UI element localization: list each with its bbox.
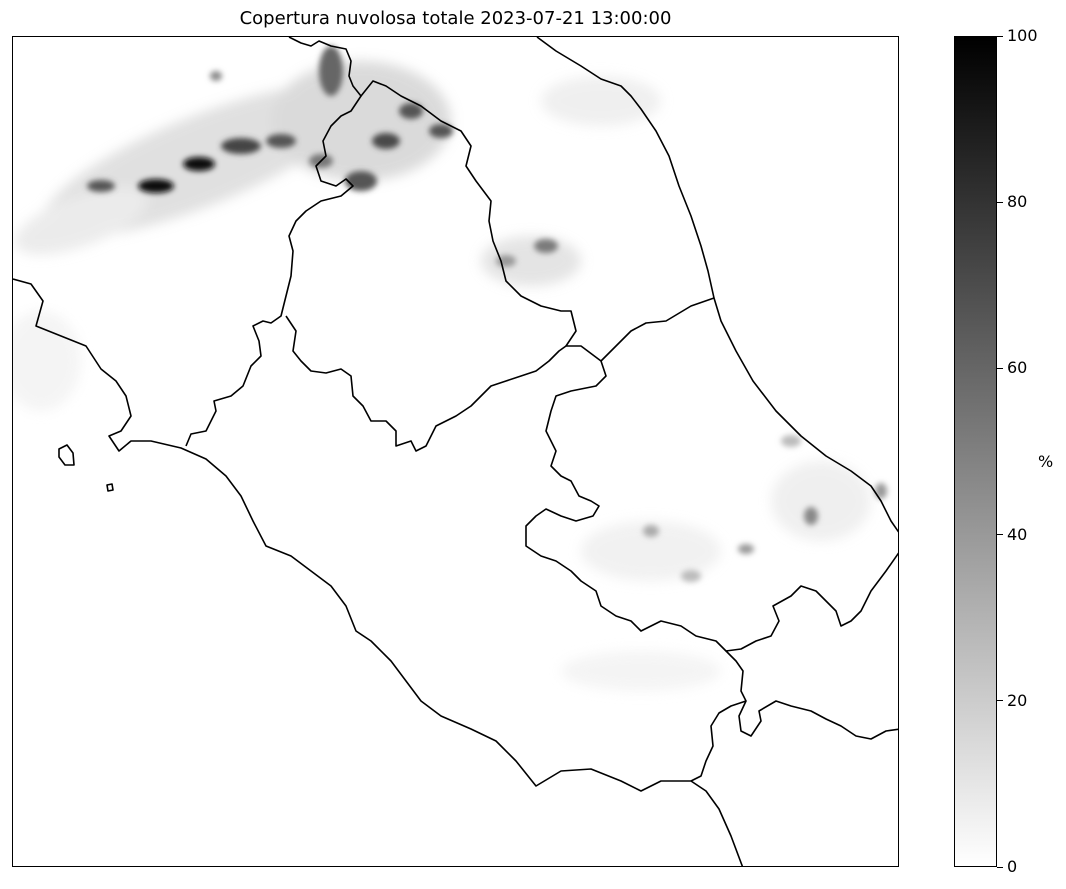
colorbar-tick [997,866,1003,868]
island-2 [106,483,114,492]
abruzzo-border [525,360,898,652]
colorbar-tick-label: 60 [1007,358,1028,378]
colorbar [954,36,997,867]
boundaries [13,37,898,866]
umbria-lazio-border [285,315,567,452]
colorbar-tick-label: 20 [1007,690,1028,710]
toscana-umbria-border [185,37,362,447]
colorbar-tick [997,700,1003,702]
lazio-campania-border [690,700,747,782]
cloud-field [13,46,887,691]
colorbar-tick-label: 100 [1007,26,1038,45]
colorbar-tick-label: 0 [1007,857,1018,876]
colorbar-tick-label: 40 [1007,524,1028,544]
colorbar-tick-label: 80 [1007,192,1028,212]
colorbar-unit-label: % [1038,452,1054,471]
cloud-cover-map [13,37,898,866]
colorbar-tick [997,201,1003,203]
tyrrhenian-coastline [13,278,744,866]
map-panel [12,36,899,867]
colorbar-tick [997,534,1003,536]
island-1 [58,444,75,466]
marche-border [360,80,715,362]
colorbar-tick [997,367,1003,369]
molise-lazio-border [725,650,898,740]
adriatic-coastline [536,37,898,533]
colorbar-tick [997,35,1003,37]
map-title: Copertura nuvolosa totale 2023-07-21 13:… [239,8,672,29]
